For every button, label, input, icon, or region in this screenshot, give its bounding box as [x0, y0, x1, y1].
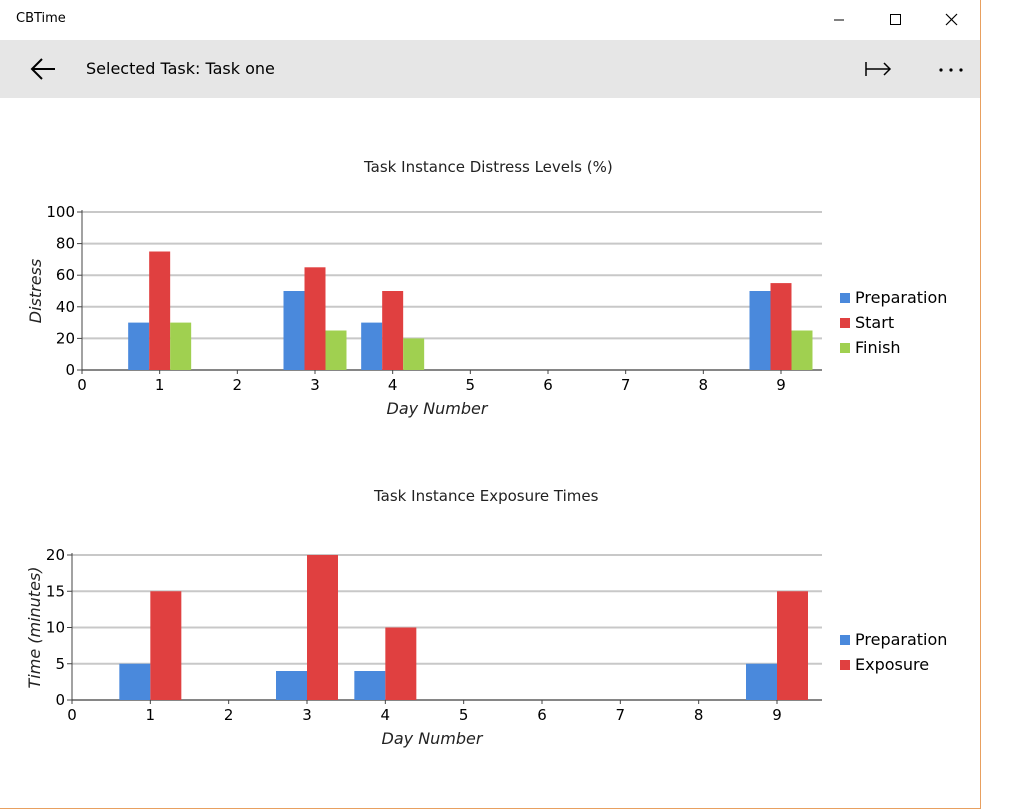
x-tick-label: 9 [776, 376, 786, 394]
selected-task-label: Selected Task: Task one [86, 59, 275, 78]
legend-label: Preparation [855, 288, 948, 307]
y-tick-label: 80 [56, 235, 75, 253]
legend-swatch [840, 659, 850, 670]
x-tick-label: 6 [543, 376, 553, 394]
legend-swatch [840, 317, 850, 328]
legend-label: Finish [855, 338, 901, 357]
minimize-icon [834, 19, 844, 21]
bar-preparation [283, 291, 305, 370]
maximize-icon [890, 14, 901, 25]
bar-exposure [777, 591, 808, 700]
legend-item: Preparation [840, 627, 947, 652]
bar-start [304, 267, 326, 370]
exposure-chart-legend: Preparation Exposure [840, 627, 947, 677]
more-options-button[interactable] [928, 49, 974, 89]
arrow-to-bar-icon [865, 62, 892, 76]
bar-preparation [361, 322, 383, 370]
close-icon [945, 13, 958, 26]
back-arrow-icon [30, 58, 55, 80]
bar-exposure [150, 591, 182, 700]
legend-item: Preparation [840, 285, 947, 310]
y-tick-label: 0 [55, 691, 65, 709]
bar-preparation [749, 291, 771, 370]
y-tick-label: 5 [55, 655, 65, 673]
x-tick-label: 2 [224, 706, 234, 724]
bar-finish [170, 322, 192, 370]
distress-chart-legend: Preparation Start Finish [840, 285, 947, 360]
exposure-chart: 0 5 10 15 20 0 1 2 3 4 5 6 7 8 9 Day Number Time (minute… [25, 546, 822, 748]
x-tick-label: 9 [772, 706, 782, 724]
x-tick-label: 4 [381, 706, 391, 724]
x-axis-label: Day Number [387, 399, 489, 418]
x-tick-label: 1 [155, 376, 165, 394]
x-tick-label: 3 [310, 376, 320, 394]
exposure-chart-title: Task Instance Exposure Times [374, 487, 599, 505]
bar-start [382, 291, 404, 370]
x-tick-label: 8 [699, 376, 709, 394]
bar-finish [403, 338, 425, 370]
x-tick-label: 5 [466, 376, 476, 394]
bar-finish [325, 330, 347, 370]
y-tick-label: 15 [46, 582, 65, 600]
app-window: CBTime Selected Task: Task one [0, 0, 981, 809]
x-tick-label: 1 [146, 706, 156, 724]
legend-item: Exposure [840, 652, 947, 677]
y-tick-label: 10 [46, 619, 65, 637]
y-tick-label: 0 [65, 361, 75, 379]
bar-exposure [385, 627, 417, 700]
x-axis-label: Day Number [382, 729, 484, 748]
y-axis-label: Time (minutes) [25, 567, 44, 689]
bar-preparation [128, 322, 150, 370]
x-tick-label: 3 [302, 706, 312, 724]
y-tick-label: 60 [56, 266, 75, 284]
bar-preparation [119, 663, 151, 700]
legend-item: Finish [840, 335, 947, 360]
go-to-button[interactable] [856, 49, 902, 89]
bar-preparation [354, 671, 386, 700]
legend-label: Start [855, 313, 895, 332]
x-tick-label: 6 [537, 706, 547, 724]
x-tick-label: 8 [694, 706, 704, 724]
app-bar: Selected Task: Task one [0, 40, 980, 98]
y-tick-label: 40 [56, 298, 75, 316]
legend-label: Exposure [855, 655, 930, 674]
bar-preparation [276, 671, 307, 700]
distress-chart: 0 20 40 60 80 100 0 1 2 3 4 5 6 7 8 9 Day Number Distress [26, 203, 822, 418]
back-button[interactable] [20, 49, 64, 89]
x-tick-label: 5 [459, 706, 469, 724]
bar-start [770, 283, 792, 370]
title-bar: CBTime [0, 0, 980, 40]
minimize-button[interactable] [816, 0, 862, 40]
y-tick-label: 100 [46, 203, 75, 221]
x-tick-label: 0 [67, 706, 77, 724]
more-icon [939, 68, 963, 72]
legend-swatch [840, 342, 850, 353]
distress-chart-title: Task Instance Distress Levels (%) [364, 158, 613, 176]
legend-swatch [840, 292, 850, 303]
legend-swatch [840, 634, 850, 645]
y-tick-label: 20 [56, 329, 75, 347]
x-tick-label: 7 [621, 376, 631, 394]
x-tick-label: 2 [233, 376, 243, 394]
bar-finish [791, 330, 813, 370]
close-button[interactable] [928, 0, 974, 40]
legend-label: Preparation [855, 630, 948, 649]
maximize-button[interactable] [872, 0, 918, 40]
x-tick-label: 4 [388, 376, 398, 394]
y-tick-label: 20 [46, 546, 65, 564]
app-title: CBTime [16, 11, 66, 26]
y-axis-label: Distress [26, 259, 45, 323]
bar-exposure [307, 555, 338, 700]
legend-item: Start [840, 310, 947, 335]
bar-preparation [746, 663, 777, 700]
x-tick-label: 7 [616, 706, 626, 724]
x-tick-label: 0 [77, 376, 87, 394]
bar-start [149, 251, 171, 370]
